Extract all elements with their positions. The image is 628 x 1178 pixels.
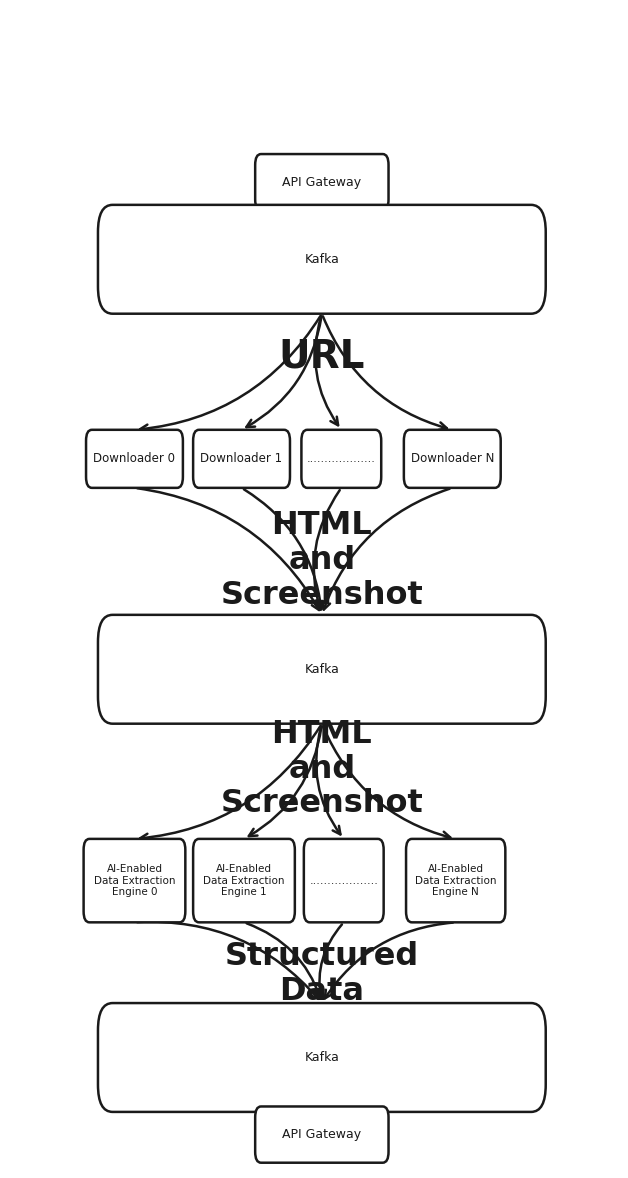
FancyBboxPatch shape	[193, 839, 295, 922]
FancyBboxPatch shape	[404, 430, 501, 488]
FancyBboxPatch shape	[98, 1004, 546, 1112]
Text: AI-Enabled
Data Extraction
Engine N: AI-Enabled Data Extraction Engine N	[415, 863, 497, 898]
Text: HTML
and
Screenshot: HTML and Screenshot	[220, 719, 423, 819]
FancyBboxPatch shape	[86, 430, 183, 488]
Text: HTML
and
Screenshot: HTML and Screenshot	[220, 510, 423, 610]
Text: Kafka: Kafka	[305, 253, 339, 266]
Text: ...................: ...................	[310, 875, 378, 886]
FancyBboxPatch shape	[304, 839, 384, 922]
Text: Downloader 1: Downloader 1	[200, 452, 283, 465]
FancyBboxPatch shape	[255, 154, 389, 211]
FancyBboxPatch shape	[98, 615, 546, 723]
FancyBboxPatch shape	[301, 430, 381, 488]
FancyBboxPatch shape	[193, 430, 290, 488]
Text: AI-Enabled
Data Extraction
Engine 1: AI-Enabled Data Extraction Engine 1	[203, 863, 284, 898]
Text: Downloader N: Downloader N	[411, 452, 494, 465]
Text: Structured
Data: Structured Data	[225, 941, 419, 1007]
FancyBboxPatch shape	[98, 205, 546, 313]
Text: Downloader 0: Downloader 0	[94, 452, 175, 465]
Text: Kafka: Kafka	[305, 663, 339, 676]
Text: ...................: ...................	[307, 454, 376, 464]
Text: API Gateway: API Gateway	[283, 176, 361, 188]
Text: URL: URL	[279, 337, 365, 376]
Text: Kafka: Kafka	[305, 1051, 339, 1064]
FancyBboxPatch shape	[255, 1106, 389, 1163]
Text: API Gateway: API Gateway	[283, 1129, 361, 1141]
Text: AI-Enabled
Data Extraction
Engine 0: AI-Enabled Data Extraction Engine 0	[94, 863, 175, 898]
FancyBboxPatch shape	[406, 839, 506, 922]
FancyBboxPatch shape	[84, 839, 185, 922]
